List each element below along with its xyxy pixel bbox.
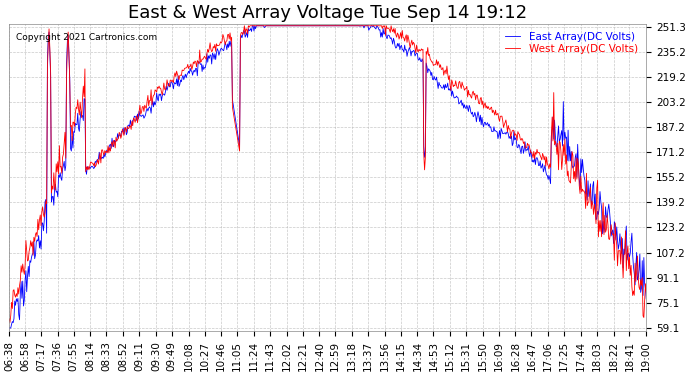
East Array(DC Volts) — [5, 326, 13, 330]
East Array(DC Volts) — [554, 124, 562, 128]
Line: East Array(DC Volts): East Array(DC Volts) — [9, 26, 647, 328]
West Array(DC Volts) — [240, 24, 248, 28]
West Array(DC Volts) — [490, 110, 498, 114]
West Array(DC Volts) — [45, 27, 53, 31]
East Array(DC Volts) — [642, 297, 651, 301]
West Array(DC Volts) — [6, 320, 14, 325]
Text: Copyright 2021 Cartronics.com: Copyright 2021 Cartronics.com — [16, 33, 157, 42]
Title: East & West Array Voltage Tue Sep 14 19:12: East & West Array Voltage Tue Sep 14 19:… — [128, 4, 527, 22]
Line: West Array(DC Volts): West Array(DC Volts) — [9, 26, 647, 322]
East Array(DC Volts) — [376, 27, 384, 32]
East Array(DC Volts) — [489, 129, 497, 134]
East Array(DC Volts) — [44, 34, 52, 39]
West Array(DC Volts) — [555, 139, 564, 143]
West Array(DC Volts) — [642, 290, 651, 294]
West Array(DC Volts) — [393, 31, 402, 35]
West Array(DC Volts) — [377, 24, 385, 28]
East Array(DC Volts) — [393, 45, 401, 50]
East Array(DC Volts) — [248, 24, 257, 28]
Legend: East Array(DC Volts), West Array(DC Volts): East Array(DC Volts), West Array(DC Volt… — [502, 29, 641, 57]
West Array(DC Volts) — [5, 316, 13, 321]
West Array(DC Volts) — [413, 43, 421, 47]
East Array(DC Volts) — [412, 52, 420, 56]
